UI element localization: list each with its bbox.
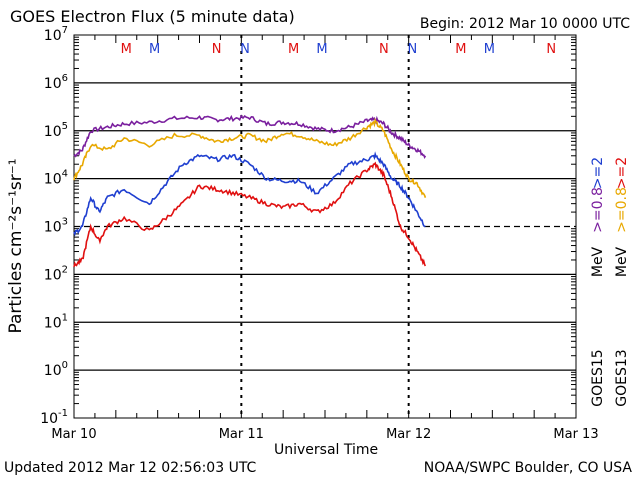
series-line [73,161,427,268]
series-line [73,151,426,237]
eclipse-marker: M [149,42,160,57]
eclipse-marker: N [407,42,417,57]
x-tick-label: Mar 11 [219,427,264,442]
y-tick-label: 107 [44,25,68,44]
legend-goes13-mev: MeV [614,246,630,278]
y-tick-label: 10-1 [40,408,68,427]
series-line [73,117,427,198]
y-tick-label: 103 [44,217,68,236]
y-tick-label: 106 [44,73,68,92]
x-tick-label: Mar 10 [51,427,96,442]
y-tick-label: 100 [44,360,68,379]
x-tick-label: Mar 12 [386,427,431,442]
updated-timestamp: Updated 2012 Mar 12 02:56:03 UTC [4,460,257,476]
eclipse-marker: M [455,42,466,57]
eclipse-marker: M [121,42,132,57]
eclipse-marker: M [484,42,495,57]
legend-goes15-ge08: >=0.8 [590,187,606,233]
eclipse-marker: N [212,42,222,57]
chart-title: GOES Electron Flux (5 minute data) [10,7,295,26]
x-axis-label: Universal Time [274,442,379,458]
y-tick-label: 104 [44,169,68,188]
x-tick-label: Mar 13 [553,427,598,442]
eclipse-marker: M [316,42,327,57]
legend-goes13-ge2: >=2 [614,156,630,190]
begin-time: Begin: 2012 Mar 10 0000 UTC [419,16,630,32]
legend-goes15-ge2: >=2 [590,156,606,190]
eclipse-marker: N [546,42,556,57]
y-axis-label: Particles cm⁻²s⁻¹sr⁻¹ [6,158,26,334]
eclipse-marker: N [379,42,389,57]
legend-goes15: GOES15 [590,349,606,407]
eclipse-marker: N [240,42,250,57]
y-tick-label: 102 [44,264,68,283]
legend-goes15-mev: MeV [590,246,606,278]
credit-line: NOAA/SWPC Boulder, CO USA [423,460,632,476]
y-tick-label: 101 [44,312,68,331]
series-line [73,114,427,159]
eclipse-marker: M [288,42,299,57]
legend-goes13-ge08: >=0.8 [614,187,630,233]
y-tick-label: 105 [44,121,68,140]
legend-goes13: GOES13 [614,349,630,407]
